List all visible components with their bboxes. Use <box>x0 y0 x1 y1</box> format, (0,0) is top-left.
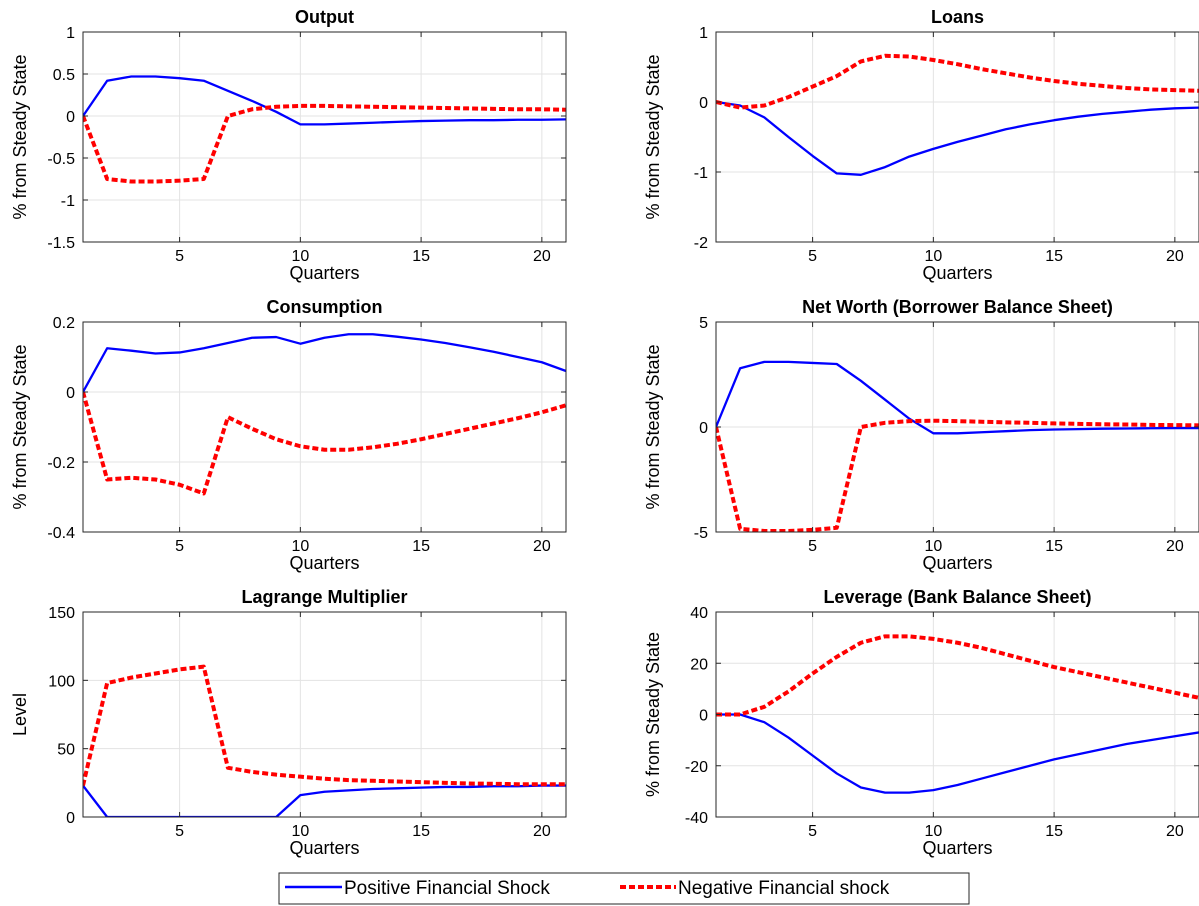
y-tick-label: 0.2 <box>53 315 75 332</box>
subplot-title: Loans <box>931 7 984 27</box>
legend-label-positive: Positive Financial Shock <box>344 878 550 899</box>
y-tick-label: -1 <box>694 165 708 182</box>
y-tick-label: 0 <box>699 708 708 725</box>
series-line-positive <box>716 360 1199 435</box>
axes-box <box>82 611 567 818</box>
y-tick-label: 0 <box>699 95 708 112</box>
series-line-positive <box>83 333 566 393</box>
subplot-5: 5 10 15 20 0 50 100 150 Lagrange Multiplier Quart… <box>10 587 567 858</box>
y-tick-label: 0 <box>66 810 75 827</box>
x-axis-label: Quarters <box>289 553 359 573</box>
x-axis-label: Quarters <box>289 263 359 283</box>
y-axis-label: Level <box>10 693 30 736</box>
axes-box <box>82 321 567 533</box>
series-line-negative <box>83 103 566 184</box>
x-tick-label: 20 <box>533 538 551 555</box>
legend-box <box>278 872 970 905</box>
subplot-title: Consumption <box>267 297 383 317</box>
plot-area <box>83 32 566 242</box>
y-tick-label: -0.2 <box>47 455 75 472</box>
y-tick-label: 150 <box>48 605 75 622</box>
x-tick-label: 20 <box>1166 823 1184 840</box>
subplot-title: Net Worth (Borrower Balance Sheet) <box>802 297 1113 317</box>
x-tick-label: 20 <box>533 823 551 840</box>
axes-box <box>82 31 567 243</box>
series-line-negative <box>716 634 1199 717</box>
subplot-title: Leverage (Bank Balance Sheet) <box>823 587 1091 607</box>
series-line-positive <box>83 75 566 126</box>
y-tick-label: 0.5 <box>53 67 75 84</box>
x-tick-label: 15 <box>1045 538 1063 555</box>
series-line-negative <box>716 418 1199 532</box>
series-line-positive <box>716 100 1199 176</box>
x-axis-label: Quarters <box>289 838 359 858</box>
subplot-title: Output <box>295 7 354 27</box>
plot-area <box>83 612 566 817</box>
series-line-negative <box>716 53 1199 110</box>
x-tick-label: 15 <box>412 823 430 840</box>
y-axis-label: % from Steady State <box>10 54 30 219</box>
subplot-1: 5 10 15 20 -1.5 -1 -0.5 0 0.5 1 Output Quarters % fr… <box>10 7 567 283</box>
x-tick-label: 20 <box>1166 538 1184 555</box>
series-line-positive <box>716 713 1199 794</box>
y-tick-label: -0.4 <box>47 525 75 542</box>
subplot-title: Lagrange Multiplier <box>241 587 407 607</box>
x-axis-label: Quarters <box>922 553 992 573</box>
x-tick-label: 15 <box>1045 248 1063 265</box>
x-tick-label: 20 <box>1166 248 1184 265</box>
x-tick-label: 10 <box>924 823 942 840</box>
x-tick-label: 5 <box>808 538 817 555</box>
axes-box <box>715 31 1199 243</box>
series-line-positive <box>83 784 566 817</box>
x-tick-label: 15 <box>1045 823 1063 840</box>
y-tick-label: -40 <box>685 810 708 827</box>
y-axis-label: % from Steady State <box>643 344 663 509</box>
plot-area <box>716 32 1199 242</box>
y-tick-label: -0.5 <box>47 151 75 168</box>
y-tick-label: -20 <box>685 759 708 776</box>
subplot-2: 5 10 15 20 -2 -1 0 1 Loans Quarters % from Steady … <box>643 7 1199 283</box>
subplot-4: 5 10 15 20 -5 0 5 Net Worth (Borrower Balance S… <box>643 297 1199 573</box>
y-tick-label: 0 <box>66 109 75 126</box>
y-tick-label: 40 <box>690 605 708 622</box>
x-axis-label: Quarters <box>922 838 992 858</box>
x-tick-label: 15 <box>412 248 430 265</box>
y-axis-label: % from Steady State <box>643 632 663 797</box>
x-tick-label: 5 <box>175 823 184 840</box>
y-tick-label: -1.5 <box>47 235 75 252</box>
x-axis-label: Quarters <box>922 263 992 283</box>
y-tick-label: 50 <box>57 742 75 759</box>
y-axis-label: % from Steady State <box>10 344 30 509</box>
x-tick-label: 5 <box>175 248 184 265</box>
legend-label-negative: Negative Financial shock <box>678 878 890 899</box>
x-tick-label: 15 <box>412 538 430 555</box>
y-tick-label: 1 <box>699 25 708 42</box>
y-tick-label: 1 <box>66 25 75 42</box>
y-tick-label: 100 <box>48 673 75 690</box>
y-tick-label: -5 <box>694 525 708 542</box>
y-tick-label: -2 <box>694 235 708 252</box>
series-line-negative <box>83 664 566 787</box>
x-tick-label: 5 <box>808 248 817 265</box>
y-tick-label: 20 <box>690 656 708 673</box>
x-tick-label: 5 <box>175 538 184 555</box>
legend: Positive Financial Shock Negative Financ… <box>278 872 970 905</box>
x-tick-label: 5 <box>808 823 817 840</box>
y-tick-label: -1 <box>61 193 75 210</box>
y-axis-label: % from Steady State <box>643 54 663 219</box>
x-tick-label: 10 <box>924 538 942 555</box>
x-tick-label: 10 <box>924 248 942 265</box>
y-tick-label: 0 <box>66 385 75 402</box>
subplot-6: 5 10 15 20 -40 -20 0 20 40 Leverage (Bank Balance… <box>643 587 1199 858</box>
x-tick-label: 20 <box>533 248 551 265</box>
x-tick-label: 10 <box>291 538 309 555</box>
subplot-3: 5 10 15 20 -0.4 -0.2 0 0.2 Consumption Quarters % … <box>10 297 567 573</box>
y-tick-label: 0 <box>699 420 708 437</box>
x-tick-label: 10 <box>291 823 309 840</box>
x-tick-label: 10 <box>291 248 309 265</box>
y-tick-label: 5 <box>699 315 708 332</box>
series-line-negative <box>83 391 566 496</box>
